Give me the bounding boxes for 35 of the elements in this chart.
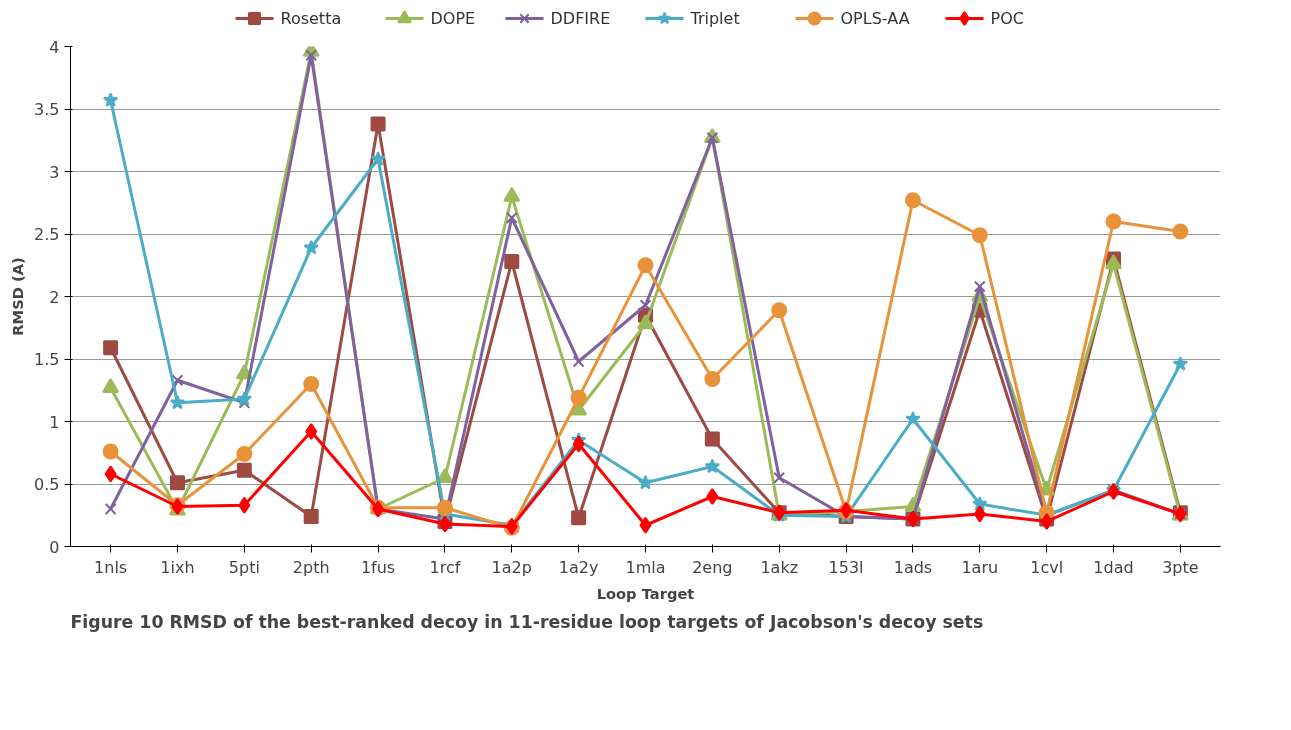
x-tick-label: 153l <box>828 557 864 577</box>
x-tick-label: 1akz <box>760 557 799 577</box>
y-tick-label: 2.5 <box>34 225 60 244</box>
x-tick-label: 5pti <box>228 557 260 577</box>
y-tick-label: 0 <box>49 537 60 557</box>
y-tick-label: 0.5 <box>34 475 60 494</box>
x-axis-title: Loop Target <box>596 584 695 602</box>
x-tick-label: 1mla <box>625 557 666 577</box>
x-tick-label: 1ixh <box>160 557 195 577</box>
x-tick-label: 3pte <box>1162 557 1199 577</box>
x-tick-label: 2pth <box>292 557 330 577</box>
legend-label: Triplet <box>689 9 740 28</box>
legend-label: DOPE <box>430 9 476 28</box>
y-tick-label: 3.5 <box>34 100 60 119</box>
caption: Figure 10 RMSD of the best-ranked decoy in 11-residue loop targets of Jacobson's decoy sets <box>70 611 984 632</box>
y-tick-label: 1.5 <box>34 350 60 369</box>
x-tick-label: 1dad <box>1093 557 1134 577</box>
legend-label: Rosetta <box>280 9 342 28</box>
x-tick-label: 1cvl <box>1030 557 1064 577</box>
x-tick-label: 1fus <box>360 557 396 577</box>
x-tick-label: 1a2y <box>558 557 599 577</box>
x-tick-label: 1ads <box>893 557 933 577</box>
legend-label: POC <box>990 9 1024 28</box>
x-tick-label: 2eng <box>692 557 733 577</box>
y-tick-label: 3 <box>49 162 60 182</box>
x-tick-label: 1rcf <box>429 557 461 577</box>
x-tick-label: 1nls <box>94 557 128 577</box>
y-tick-label: 2 <box>49 287 60 307</box>
legend-label: OPLS-AA <box>840 9 910 28</box>
y-axis-title: RMSD (A) <box>9 257 27 336</box>
legend-label: DDFIRE <box>550 9 611 28</box>
y-tick-label: 4 <box>49 37 60 57</box>
x-tick-label: 1a2p <box>491 557 532 577</box>
x-tick-label: 1aru <box>961 557 999 577</box>
y-tick-label: 1 <box>49 412 60 432</box>
